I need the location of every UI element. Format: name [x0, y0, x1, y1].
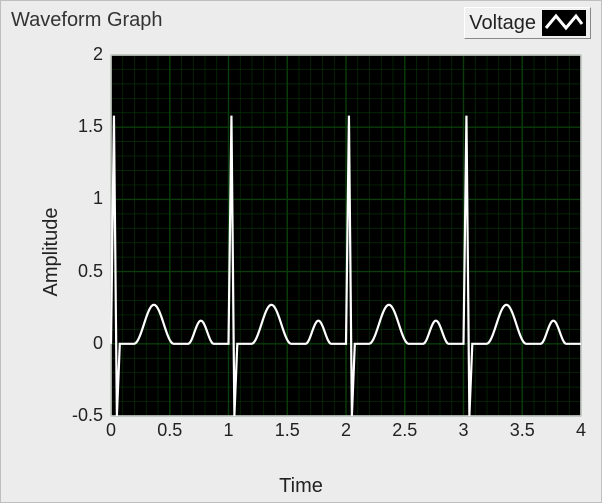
legend-swatch	[542, 10, 586, 36]
y-tick-label: 2	[55, 44, 103, 65]
legend-label: Voltage	[469, 12, 536, 35]
x-tick-label: 3.5	[510, 420, 535, 441]
x-tick-label: 0.5	[157, 420, 182, 441]
plot-region: -0.500.511.5200.511.522.533.54	[55, 49, 587, 446]
x-tick-label: 1.5	[275, 420, 300, 441]
y-tick-label: 0.5	[55, 261, 103, 282]
x-tick-label: 2	[341, 420, 351, 441]
y-tick-label: 1.5	[55, 116, 103, 137]
x-tick-label: 2.5	[392, 420, 417, 441]
x-tick-label: 4	[576, 420, 586, 441]
panel-title: Waveform Graph	[11, 9, 163, 32]
x-tick-label: 1	[223, 420, 233, 441]
waveform-plot	[55, 49, 587, 446]
x-tick-label: 0	[106, 420, 116, 441]
x-axis-label: Time	[279, 475, 323, 498]
y-tick-label: 0	[55, 333, 103, 354]
legend-line-icon	[542, 10, 586, 36]
y-tick-label: -0.5	[55, 405, 103, 426]
y-tick-label: 1	[55, 188, 103, 209]
waveform-panel: Waveform Graph Voltage Amplitude Time -0…	[0, 0, 602, 503]
x-tick-label: 3	[458, 420, 468, 441]
legend[interactable]: Voltage	[464, 7, 591, 39]
